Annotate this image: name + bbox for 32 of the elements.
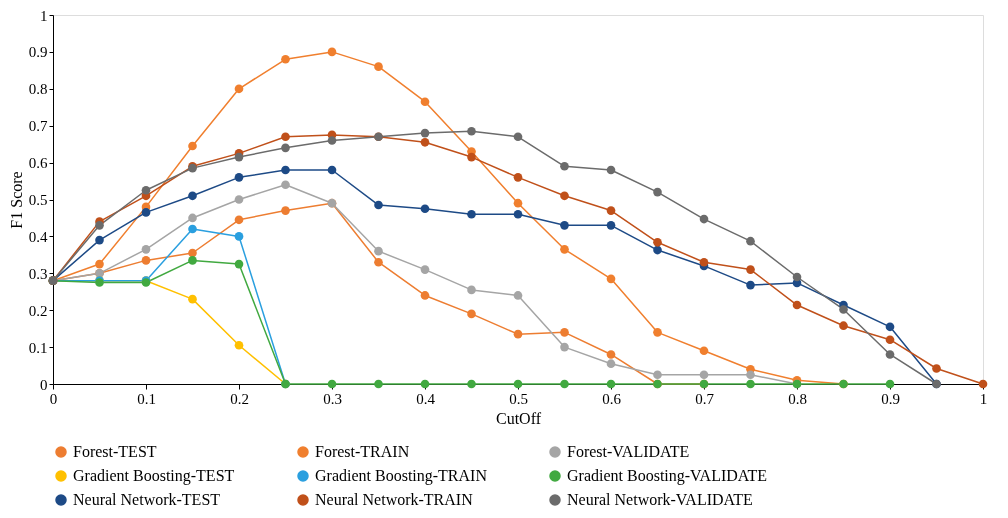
legend-label: Neural Network-TRAIN xyxy=(315,491,474,508)
y-tick-label: 0.7 xyxy=(28,118,48,135)
x-tick-label: 1 xyxy=(979,390,988,407)
x-tick-label: 0.4 xyxy=(416,390,436,407)
y-tick-label: 0.2 xyxy=(28,302,48,319)
x-tick-label: 0.1 xyxy=(137,390,156,407)
legend-label: Neural Network-TEST xyxy=(73,491,221,508)
x-tick-label: 0.7 xyxy=(695,390,715,407)
y-tick-label: 1 xyxy=(40,7,48,24)
y-tick-label: 0.8 xyxy=(28,81,48,98)
x-tick-label: 0.5 xyxy=(509,390,528,407)
x-tick-label: 0.2 xyxy=(230,390,249,407)
legend-label: Neural Network-VALIDATE xyxy=(567,491,753,508)
y-tick-label: 0.6 xyxy=(28,155,48,172)
legend-label: Gradient Boosting-TRAIN xyxy=(315,467,488,485)
legend-label: Forest-TEST xyxy=(73,443,157,460)
x-tick-label: 0.8 xyxy=(788,390,807,407)
y-tick-label: 0.1 xyxy=(28,339,48,356)
x-tick-label: 0.9 xyxy=(881,390,900,407)
y-tick-label: 0.9 xyxy=(28,44,48,61)
legend-label: Forest-VALIDATE xyxy=(567,443,690,460)
y-tick-label: 0.4 xyxy=(28,228,48,245)
y-tick-label: 0.5 xyxy=(28,192,48,208)
x-tick-label: 0.3 xyxy=(323,390,342,407)
y-axis-title: F1 Score xyxy=(7,171,25,229)
y-tick-label: 0.3 xyxy=(28,265,48,282)
x-tick-label: 0.6 xyxy=(602,390,622,407)
legend-label: Gradient Boosting-TEST xyxy=(73,467,235,485)
legend-label: Gradient Boosting-VALIDATE xyxy=(567,467,768,485)
x-axis-title: CutOff xyxy=(495,409,542,427)
legend-label: Forest-TRAIN xyxy=(315,443,410,460)
y-tick-label: 0 xyxy=(40,376,48,393)
